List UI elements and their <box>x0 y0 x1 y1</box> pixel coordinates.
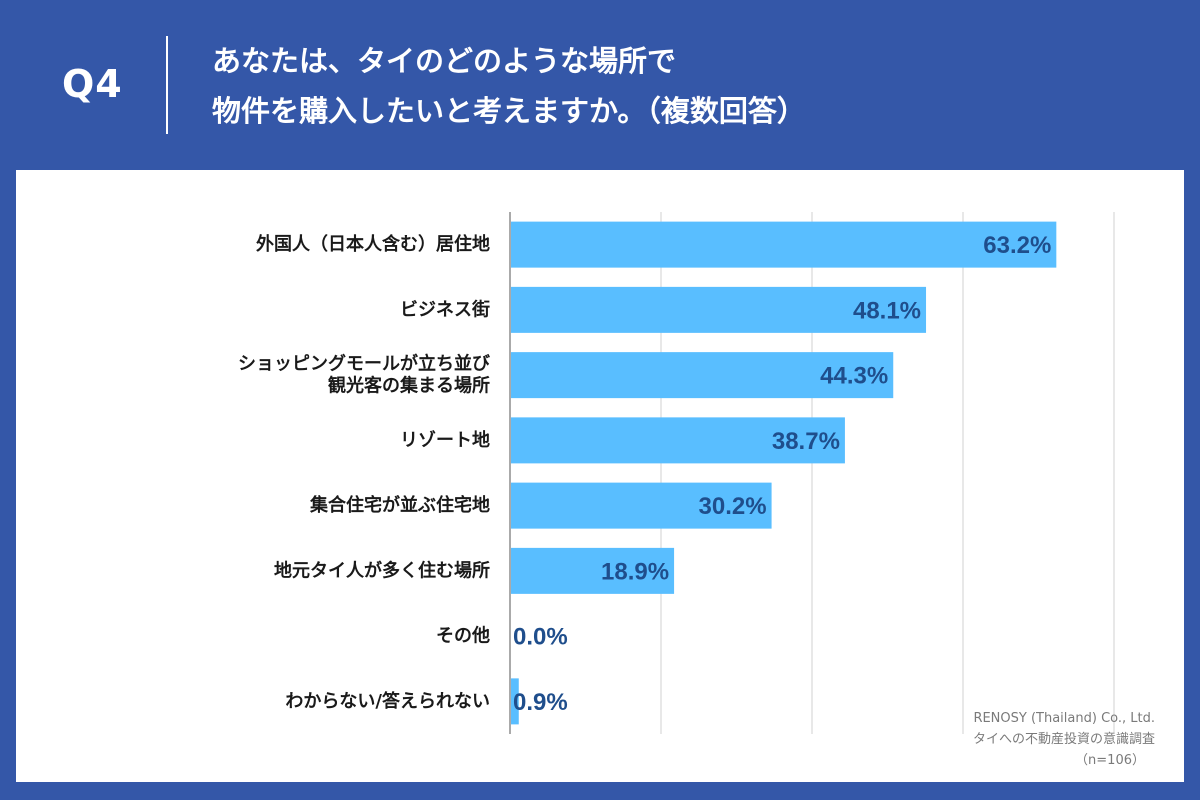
question-number: Q4 <box>62 62 123 106</box>
category-label: わからない/答えられない <box>285 690 490 712</box>
question-title-line-2: 物件を購入したいと考えますか。（複数回答） <box>212 94 806 128</box>
category-label: 観光客の集まる場所 <box>328 375 490 397</box>
bar <box>511 352 894 399</box>
category-label: その他 <box>436 625 490 647</box>
category-label: 地元タイ人が多く住む場所 <box>274 559 490 581</box>
value-label: 30.2% <box>699 493 767 520</box>
header-divider <box>166 36 168 134</box>
chart-panel: 外国人（日本人含む）居住地 63.2% ビジネス街 48.1% ショッピングモールが立ち… <box>16 170 1184 782</box>
value-label: 38.7% <box>772 428 840 455</box>
category-label: ショッピングモールが立ち並び <box>238 353 491 375</box>
source-survey: タイへの不動産投資の意識調査 <box>972 732 1155 747</box>
value-label: 0.0% <box>513 624 568 651</box>
bar <box>511 482 772 529</box>
value-label: 44.3% <box>820 363 888 390</box>
bar <box>511 547 675 594</box>
value-label: 63.2% <box>983 232 1051 259</box>
category-label: 外国人（日本人含む）居住地 <box>256 233 490 255</box>
bar <box>511 417 845 464</box>
category-label: 集合住宅が並ぶ住宅地 <box>309 494 490 516</box>
bar <box>511 678 519 725</box>
value-label: 18.9% <box>601 558 669 585</box>
source-company: RENOSY (Thailand) Co., Ltd. <box>973 711 1155 726</box>
bar <box>511 286 927 333</box>
question-title-line-1: あなたは、タイのどのような場所で <box>212 44 677 78</box>
category-label: リゾート地 <box>400 429 490 451</box>
header: Q4 あなたは、タイのどのような場所で 物件を購入したいと考えますか。（複数回答… <box>0 0 1200 170</box>
bar-chart: 外国人（日本人含む）居住地 63.2% ビジネス街 48.1% ショッピングモールが立ち… <box>238 212 1115 734</box>
source-note: RENOSY (Thailand) Co., Ltd. タイへの不動産投資の意識… <box>973 708 1155 771</box>
sample-size: （n=106） <box>1075 753 1145 768</box>
value-label: 0.9% <box>513 689 568 716</box>
question-title: あなたは、タイのどのような場所で 物件を購入したいと考えますか。（複数回答） <box>212 36 806 136</box>
value-label: 48.1% <box>853 297 921 324</box>
category-label: ビジネス街 <box>400 298 490 320</box>
bar <box>511 221 1057 268</box>
